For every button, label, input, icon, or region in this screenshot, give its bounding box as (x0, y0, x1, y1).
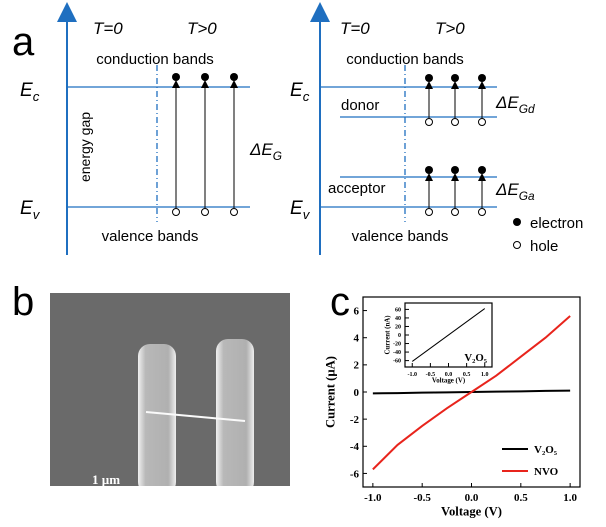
symbol-sub: Ga (519, 189, 535, 203)
annotation: V₂O₅ (464, 352, 487, 364)
x-tick-label: -0.5 (413, 492, 431, 504)
hole (231, 209, 238, 216)
x-tick-label: -1.0 (364, 492, 382, 504)
hole (173, 209, 180, 216)
y-tick-label: 0 (398, 333, 401, 339)
label: electron (530, 215, 583, 232)
hole (426, 119, 433, 126)
nanobelt (216, 339, 254, 494)
label: T=0 (93, 19, 123, 38)
y-axis-label: Current (µA) (323, 356, 337, 428)
symbol-label: ΔEGa (495, 180, 535, 203)
symbol-sub: Gd (519, 102, 535, 116)
symbol-main: E (290, 80, 303, 101)
symbol-label: Ev (20, 198, 41, 222)
electron (230, 73, 238, 81)
x-tick-label: 1.0 (563, 492, 577, 504)
symbol-sub: G (273, 149, 282, 163)
electron (425, 166, 433, 174)
nanobelt (138, 344, 176, 494)
symbol-label: Ec (290, 80, 310, 104)
symbol-main: E (290, 198, 303, 219)
hole (452, 119, 459, 126)
label: valence bands (352, 228, 449, 245)
symbol-main: ΔE (249, 140, 273, 159)
label: acceptor (328, 180, 386, 197)
symbol-label: Ec (20, 80, 40, 104)
symbol-main: E (20, 198, 33, 219)
hole (202, 209, 209, 216)
figure: a T=0 T>0 conduction bands valence bands ener… (0, 0, 606, 527)
y-tick-label: -40 (393, 350, 401, 356)
x-tick-label: -1.0 (408, 372, 418, 378)
hole (479, 209, 486, 216)
symbol-label: ΔEG (249, 140, 282, 163)
symbol-main: E (20, 80, 33, 101)
electron (478, 166, 486, 174)
y-tick-label: -6 (350, 468, 360, 480)
label: energy gap (77, 112, 93, 182)
label: valence bands (102, 228, 199, 245)
symbol-label: ΔEGd (495, 93, 535, 116)
label: T=0 (340, 19, 370, 38)
label: T>0 (187, 19, 217, 38)
legend-hole (514, 242, 521, 249)
label: conduction bands (346, 51, 464, 68)
electron (425, 74, 433, 82)
y-tick-label: -60 (393, 359, 401, 365)
x-tick-label: 1.0 (481, 372, 489, 378)
label: c (330, 280, 350, 324)
y-tick-label: 60 (395, 308, 401, 314)
symbol-main: ΔE (495, 93, 519, 112)
label: conduction bands (96, 51, 214, 68)
electron (451, 74, 459, 82)
x-axis-label: Voltage (V) (432, 378, 465, 385)
label: donor (341, 97, 379, 114)
symbol-label: Ev (290, 198, 311, 222)
label: b (12, 280, 34, 324)
image-edge (50, 486, 290, 494)
y-tick-label: 0 (354, 387, 360, 399)
y-tick-label: 40 (395, 316, 401, 322)
legend-electron (513, 218, 521, 226)
symbol-sub: v (33, 207, 41, 222)
y-tick-label: 4 (354, 333, 360, 345)
hole (452, 209, 459, 216)
electron (201, 73, 209, 81)
label: hole (530, 238, 558, 255)
symbol-sub: v (303, 207, 311, 222)
y-tick-label: -4 (350, 441, 360, 453)
electron (478, 74, 486, 82)
y-tick-label: 6 (354, 305, 360, 317)
symbol-sub: c (303, 89, 310, 104)
y-tick-label: -2 (350, 414, 360, 426)
hole (479, 119, 486, 126)
symbol-main: ΔE (495, 180, 519, 199)
y-axis-label: Current (nA) (384, 315, 391, 354)
x-tick-label: 0.5 (514, 492, 528, 504)
scale-bar (92, 489, 102, 494)
y-tick-label: -20 (393, 342, 401, 348)
legend-label: V₂O₅ (534, 444, 558, 456)
x-axis-label: Voltage (V) (441, 505, 502, 519)
hole (426, 209, 433, 216)
y-tick-label: 20 (395, 325, 401, 331)
y-tick-label: 2 (354, 360, 360, 372)
electron (172, 73, 180, 81)
label: a (12, 20, 35, 64)
symbol-sub: c (33, 89, 40, 104)
label: 1 µm (92, 472, 120, 487)
legend-label: NVO (534, 466, 559, 478)
label: T>0 (435, 19, 465, 38)
electron (451, 166, 459, 174)
x-tick-label: 0.0 (465, 492, 479, 504)
